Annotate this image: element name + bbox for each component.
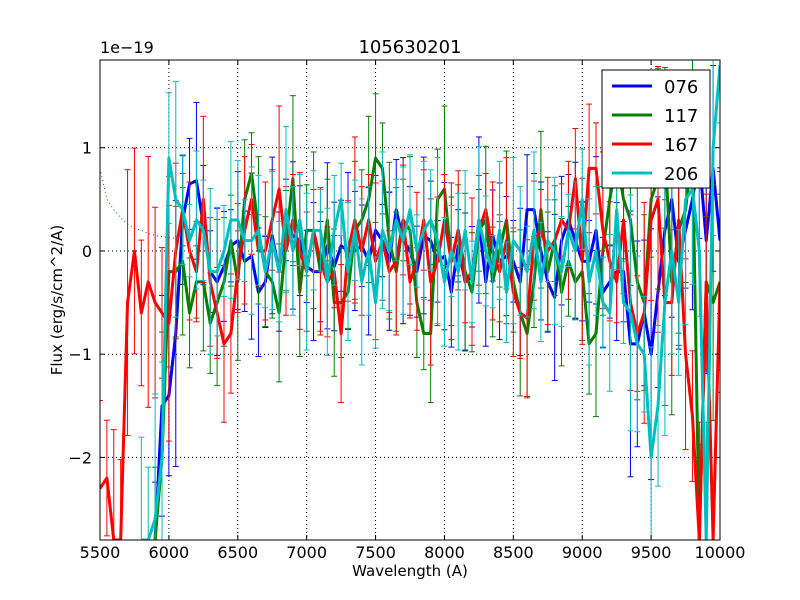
y-offset-label: 1e−19 (100, 38, 154, 57)
x-tick-label: 7500 (355, 543, 396, 562)
x-tick-label: 5500 (80, 543, 121, 562)
y-tick-label: 1 (82, 139, 92, 158)
x-tick-label: 8000 (424, 543, 465, 562)
x-tick-label: 6500 (217, 543, 258, 562)
legend-label-117: 117 (664, 106, 698, 127)
x-tick-label: 10000 (695, 543, 746, 562)
series-line-206 (141, 65, 720, 540)
model-curve (100, 168, 183, 240)
x-tick-label: 9000 (562, 543, 603, 562)
legend-label-076: 076 (664, 77, 698, 98)
x-tick-label: 7000 (286, 543, 327, 562)
x-tick-label: 9500 (631, 543, 672, 562)
y-axis-label: Flux (erg/s/cm^2/A) (48, 225, 66, 376)
legend-label-206: 206 (664, 164, 698, 185)
legend-box (601, 69, 711, 189)
legend: 076 117 167 206 (601, 69, 711, 189)
x-axis-label: Wavelength (A) (352, 562, 468, 580)
legend-label-167: 167 (664, 135, 698, 156)
plot-frame (99, 59, 721, 541)
y-tick-label: −1 (68, 345, 92, 364)
model-curve-layer (100, 168, 183, 240)
x-tick-label: 6000 (149, 543, 190, 562)
series-206 (138, 60, 720, 540)
x-tick-label: 8500 (493, 543, 534, 562)
ticks: 5500 6000 6500 7000 7500 8000 8500 9000 9500 1000… (68, 60, 745, 562)
y-tick-label: −2 (68, 448, 92, 467)
chart-title: 105630201 (358, 37, 461, 58)
y-tick-label: 0 (82, 242, 92, 261)
